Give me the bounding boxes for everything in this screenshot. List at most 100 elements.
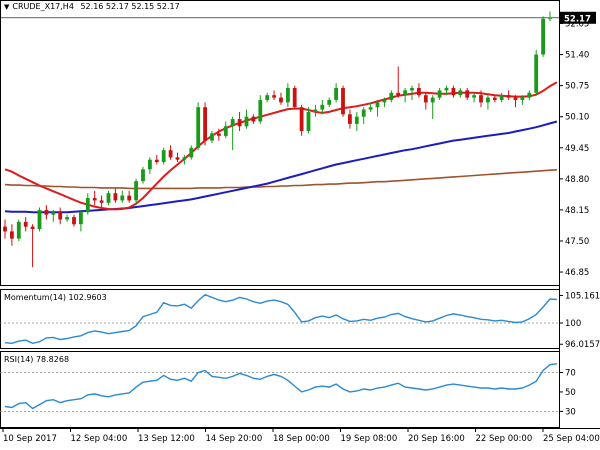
time-axis-label: 10 Sep 2017	[3, 434, 57, 444]
price-axis-tick-label: 49.45	[565, 144, 589, 154]
candle-body	[134, 181, 138, 201]
candle-body	[286, 88, 290, 103]
candle-body	[403, 90, 407, 96]
symbol-header: ▼ CRUDE_X17,H4 52.16 52.17 52.15 52.17	[4, 2, 180, 11]
candle-body	[85, 198, 90, 213]
candle-body	[423, 95, 428, 103]
candle-body	[375, 102, 380, 108]
candle-body	[527, 92, 532, 98]
candle-body	[361, 109, 366, 117]
candle-body	[513, 97, 518, 100]
momentum-axis-tick-label: 105.1618	[565, 291, 600, 301]
candle-body	[313, 109, 318, 112]
candle-body	[16, 221, 21, 239]
candle-body	[327, 100, 332, 105]
candle-body	[430, 97, 435, 103]
candle-body	[444, 88, 449, 91]
price-axis-tick-label: 50.75	[565, 82, 589, 92]
candle-body	[99, 200, 104, 203]
rsi-pane-frame	[0, 351, 560, 428]
time-axis-label: 22 Sep 00:00	[476, 434, 533, 444]
candle-body	[465, 90, 470, 98]
candle-body	[196, 107, 201, 148]
rsi-axis-tick-label: 30	[565, 407, 576, 417]
candle-body	[127, 195, 132, 201]
candle-body	[148, 159, 152, 170]
time-axis-label: 13 Sep 12:00	[138, 434, 195, 444]
ma-fast-line	[4, 81, 558, 211]
ma-mid-line	[4, 120, 558, 214]
candle-body	[30, 226, 35, 229]
candle-body	[237, 119, 242, 127]
momentum-line	[4, 293, 557, 345]
candle-body	[65, 217, 69, 220]
candle-body	[389, 92, 394, 100]
time-axis-label: 20 Sep 16:00	[408, 434, 465, 444]
price-axis-tick-label: 51.40	[565, 51, 589, 61]
time-axis-label: 14 Sep 20:00	[206, 434, 263, 444]
candle-body	[210, 133, 214, 141]
candle-body	[203, 107, 207, 141]
candle-body	[499, 95, 504, 100]
candle-body	[175, 157, 180, 160]
candle-body	[79, 212, 83, 225]
rsi-line	[4, 363, 558, 410]
current-price-label: 52.17	[564, 14, 591, 24]
candle-body	[348, 114, 352, 124]
candle-body	[486, 97, 490, 103]
candle-body	[161, 150, 166, 163]
candle-body	[189, 147, 194, 158]
candle-body	[251, 116, 256, 122]
price-axis-tick-label: 47.50	[565, 237, 589, 247]
candle-body	[37, 209, 42, 229]
time-axis-label: 12 Sep 04:00	[71, 434, 128, 444]
time-axis-label: 18 Sep 00:00	[273, 434, 330, 444]
candle-body	[113, 193, 118, 201]
triangle-down-icon[interactable]: ▼	[4, 3, 10, 11]
candle-body	[354, 116, 359, 124]
price-axis-tick-label: 48.15	[565, 206, 589, 216]
candle-body	[10, 231, 14, 239]
ma-slow-line	[4, 169, 557, 190]
candle-body	[506, 95, 511, 98]
candle-body	[279, 97, 283, 103]
candle-body	[51, 212, 56, 215]
candle-body	[382, 100, 387, 103]
candle-body	[410, 88, 414, 91]
candle-body	[3, 226, 7, 232]
candle-body	[272, 95, 276, 98]
candle-body	[23, 221, 28, 227]
candle-body	[292, 88, 297, 108]
main-pane-frame	[0, 0, 560, 286]
candle-body	[244, 116, 249, 127]
candle-body	[44, 209, 49, 215]
candle-body	[120, 195, 125, 201]
price-axis-tick-label: 46.85	[565, 268, 589, 278]
candle-body	[141, 169, 145, 182]
momentum-label: Momentum(14) 102.9603	[4, 293, 107, 302]
candle-body	[534, 54, 539, 93]
candle-body	[223, 126, 228, 136]
candle-body	[217, 133, 221, 136]
candle-body	[368, 107, 373, 110]
candle-body	[334, 88, 338, 100]
candle-body	[230, 119, 235, 127]
candle-body	[341, 88, 345, 115]
momentum-axis-tick-label: 96.0157	[565, 340, 600, 350]
symbol-ohlc: 52.16 52.17 52.15 52.17	[80, 2, 180, 11]
candle-body	[437, 90, 442, 98]
candle-body	[58, 212, 63, 220]
candle-body	[458, 90, 463, 96]
candle-body	[520, 97, 525, 100]
candle-body	[320, 104, 325, 110]
candle-body	[72, 217, 76, 225]
current-price-badge	[560, 11, 596, 24]
candle-body	[417, 88, 421, 96]
rsi-axis-tick-label: 50	[565, 388, 576, 398]
candle-body	[306, 111, 311, 131]
rsi-label: RSI(14) 78.8268	[4, 355, 70, 364]
price-axis-tick-label: 52.05	[565, 20, 589, 30]
candle-body	[154, 159, 159, 163]
price-axis-tick-label: 48.80	[565, 175, 589, 185]
